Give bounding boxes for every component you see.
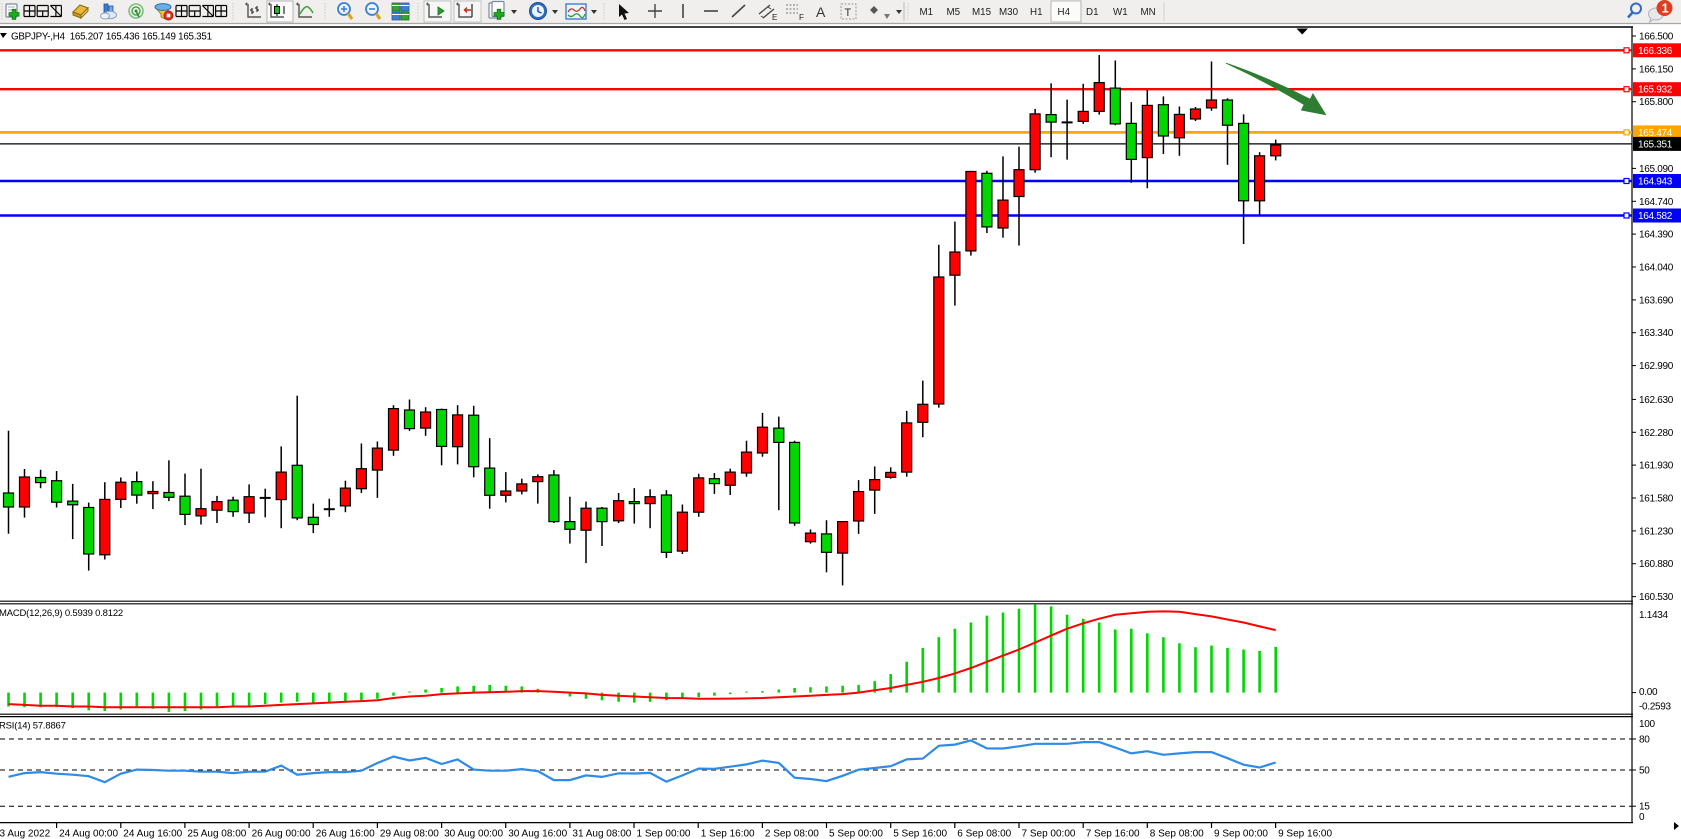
svg-text:M15: M15 xyxy=(972,7,992,18)
svg-text:5 Sep 16:00: 5 Sep 16:00 xyxy=(893,829,947,839)
svg-text:162.280: 162.280 xyxy=(1639,428,1674,439)
svg-text:H4: H4 xyxy=(1058,7,1071,18)
svg-text:164.943: 164.943 xyxy=(1638,177,1673,188)
svg-text:9 Sep 16:00: 9 Sep 16:00 xyxy=(1278,829,1332,839)
svg-text:164.390: 164.390 xyxy=(1639,230,1674,241)
svg-text:7 Sep 16:00: 7 Sep 16:00 xyxy=(1086,829,1140,839)
svg-text:80: 80 xyxy=(1639,735,1650,746)
svg-text:W1: W1 xyxy=(1113,7,1128,18)
svg-text:MN: MN xyxy=(1141,7,1156,18)
svg-text:9 Sep 00:00: 9 Sep 00:00 xyxy=(1214,829,1268,839)
svg-text:D1: D1 xyxy=(1086,7,1099,18)
svg-text:160.530: 160.530 xyxy=(1639,592,1674,603)
svg-text:MACD(12,26,9) 0.5939 0.8122: MACD(12,26,9) 0.5939 0.8122 xyxy=(0,608,123,619)
svg-text:160.880: 160.880 xyxy=(1639,559,1674,570)
svg-text:GBPJPY-,H4 165.207 165.436 16: GBPJPY-,H4 165.207 165.436 165.149 165.3… xyxy=(11,32,212,43)
svg-text:23 Aug 2022: 23 Aug 2022 xyxy=(0,829,51,839)
svg-text:0: 0 xyxy=(1639,812,1645,823)
svg-text:2 Sep 08:00: 2 Sep 08:00 xyxy=(765,829,819,839)
svg-text:1: 1 xyxy=(1662,1,1669,16)
svg-text:166.336: 166.336 xyxy=(1638,46,1673,57)
svg-text:M5: M5 xyxy=(947,7,961,18)
svg-text:8 Sep 08:00: 8 Sep 08:00 xyxy=(1150,829,1204,839)
svg-text:7 Sep 00:00: 7 Sep 00:00 xyxy=(1022,829,1076,839)
svg-text:164.582: 164.582 xyxy=(1638,211,1673,222)
svg-text:M30: M30 xyxy=(999,7,1019,18)
svg-text:T: T xyxy=(845,7,852,19)
svg-text:1.1434: 1.1434 xyxy=(1639,610,1669,621)
svg-text:F: F xyxy=(799,13,804,22)
svg-text:161.930: 161.930 xyxy=(1639,461,1674,472)
svg-text:165.090: 165.090 xyxy=(1639,164,1674,175)
svg-text:161.580: 161.580 xyxy=(1639,494,1674,505)
svg-text:29 Aug 08:00: 29 Aug 08:00 xyxy=(380,829,439,839)
svg-text:162.630: 162.630 xyxy=(1639,395,1674,406)
svg-text:24 Aug 16:00: 24 Aug 16:00 xyxy=(123,829,182,839)
svg-text:100: 100 xyxy=(1639,719,1656,730)
svg-text:15: 15 xyxy=(1639,802,1650,813)
svg-text:162.990: 162.990 xyxy=(1639,361,1674,372)
svg-text:164.740: 164.740 xyxy=(1639,197,1674,208)
svg-text:31 Aug 08:00: 31 Aug 08:00 xyxy=(572,829,631,839)
svg-text:165.800: 165.800 xyxy=(1639,97,1674,108)
svg-text:1 Sep 00:00: 1 Sep 00:00 xyxy=(637,829,691,839)
svg-text:M1: M1 xyxy=(920,7,934,18)
svg-text:1 Sep 16:00: 1 Sep 16:00 xyxy=(701,829,755,839)
svg-text:163.690: 163.690 xyxy=(1639,295,1674,306)
svg-text:163.340: 163.340 xyxy=(1639,328,1674,339)
svg-text:6 Sep 08:00: 6 Sep 08:00 xyxy=(957,829,1011,839)
svg-text:26 Aug 16:00: 26 Aug 16:00 xyxy=(316,829,375,839)
svg-text:164.040: 164.040 xyxy=(1639,263,1674,274)
svg-text:5 Sep 00:00: 5 Sep 00:00 xyxy=(829,829,883,839)
svg-text:H1: H1 xyxy=(1030,7,1043,18)
svg-text:166.500: 166.500 xyxy=(1639,32,1674,43)
svg-text:161.230: 161.230 xyxy=(1639,526,1674,537)
svg-text:E: E xyxy=(772,13,777,22)
svg-text:165.351: 165.351 xyxy=(1638,139,1673,150)
svg-text:24 Aug 00:00: 24 Aug 00:00 xyxy=(59,829,118,839)
svg-text:165.474: 165.474 xyxy=(1638,128,1673,139)
svg-text:0.00: 0.00 xyxy=(1639,687,1658,698)
svg-text:50: 50 xyxy=(1639,766,1650,777)
svg-text:30 Aug 00:00: 30 Aug 00:00 xyxy=(444,829,503,839)
svg-text:-0.2593: -0.2593 xyxy=(1639,702,1672,713)
svg-text:A: A xyxy=(816,4,826,20)
svg-text:166.150: 166.150 xyxy=(1639,64,1674,75)
svg-text:165.932: 165.932 xyxy=(1638,85,1673,96)
svg-text:RSI(14) 57.8867: RSI(14) 57.8867 xyxy=(0,721,66,732)
svg-text:25 Aug 08:00: 25 Aug 08:00 xyxy=(187,829,246,839)
svg-text:26 Aug 00:00: 26 Aug 00:00 xyxy=(252,829,311,839)
svg-text:30 Aug 16:00: 30 Aug 16:00 xyxy=(508,829,567,839)
